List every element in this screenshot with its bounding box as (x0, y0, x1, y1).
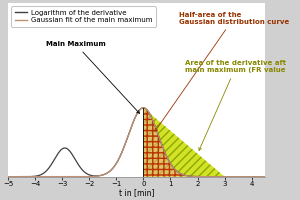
X-axis label: t in [min]: t in [min] (119, 188, 154, 197)
Text: Area of the derivative aft
main maximum (FR value: Area of the derivative aft main maximum … (185, 60, 286, 150)
Text: Main Maximum: Main Maximum (46, 41, 140, 113)
Text: Half-area of the
Gaussian distribution curve: Half-area of the Gaussian distribution c… (155, 12, 289, 131)
Legend: Logarithm of the derivative, Gaussian fit of the main maximum: Logarithm of the derivative, Gaussian fi… (11, 6, 156, 27)
